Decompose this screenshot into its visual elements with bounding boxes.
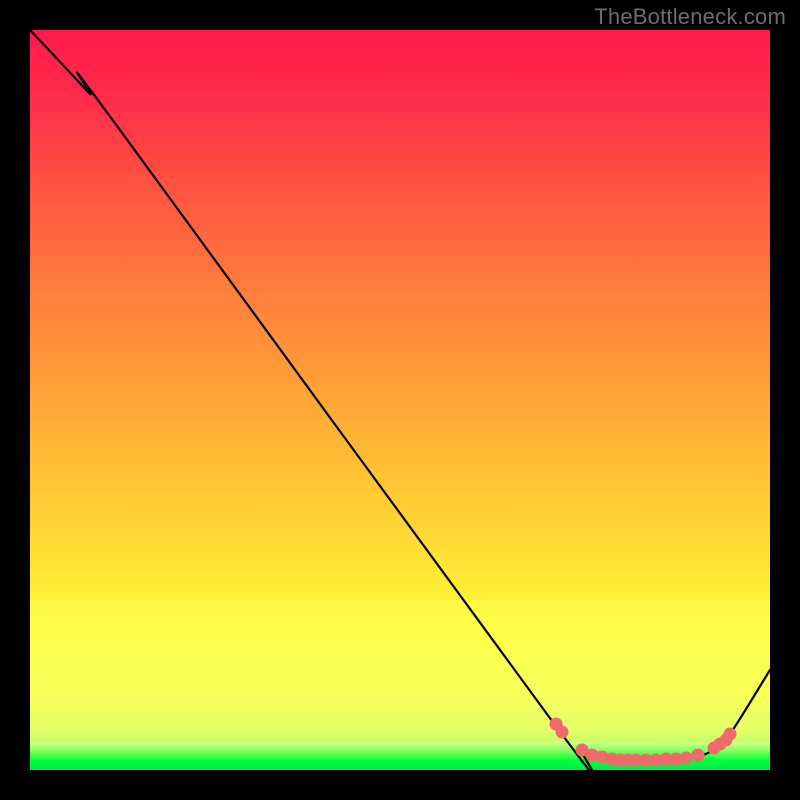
data-point [680,752,693,765]
data-point [692,749,705,762]
data-point [556,726,569,739]
chart-stage: TheBottleneck.com [0,0,800,800]
bottleneck-chart [0,0,800,800]
data-point [724,728,737,741]
pale-yellow-band [30,600,770,742]
